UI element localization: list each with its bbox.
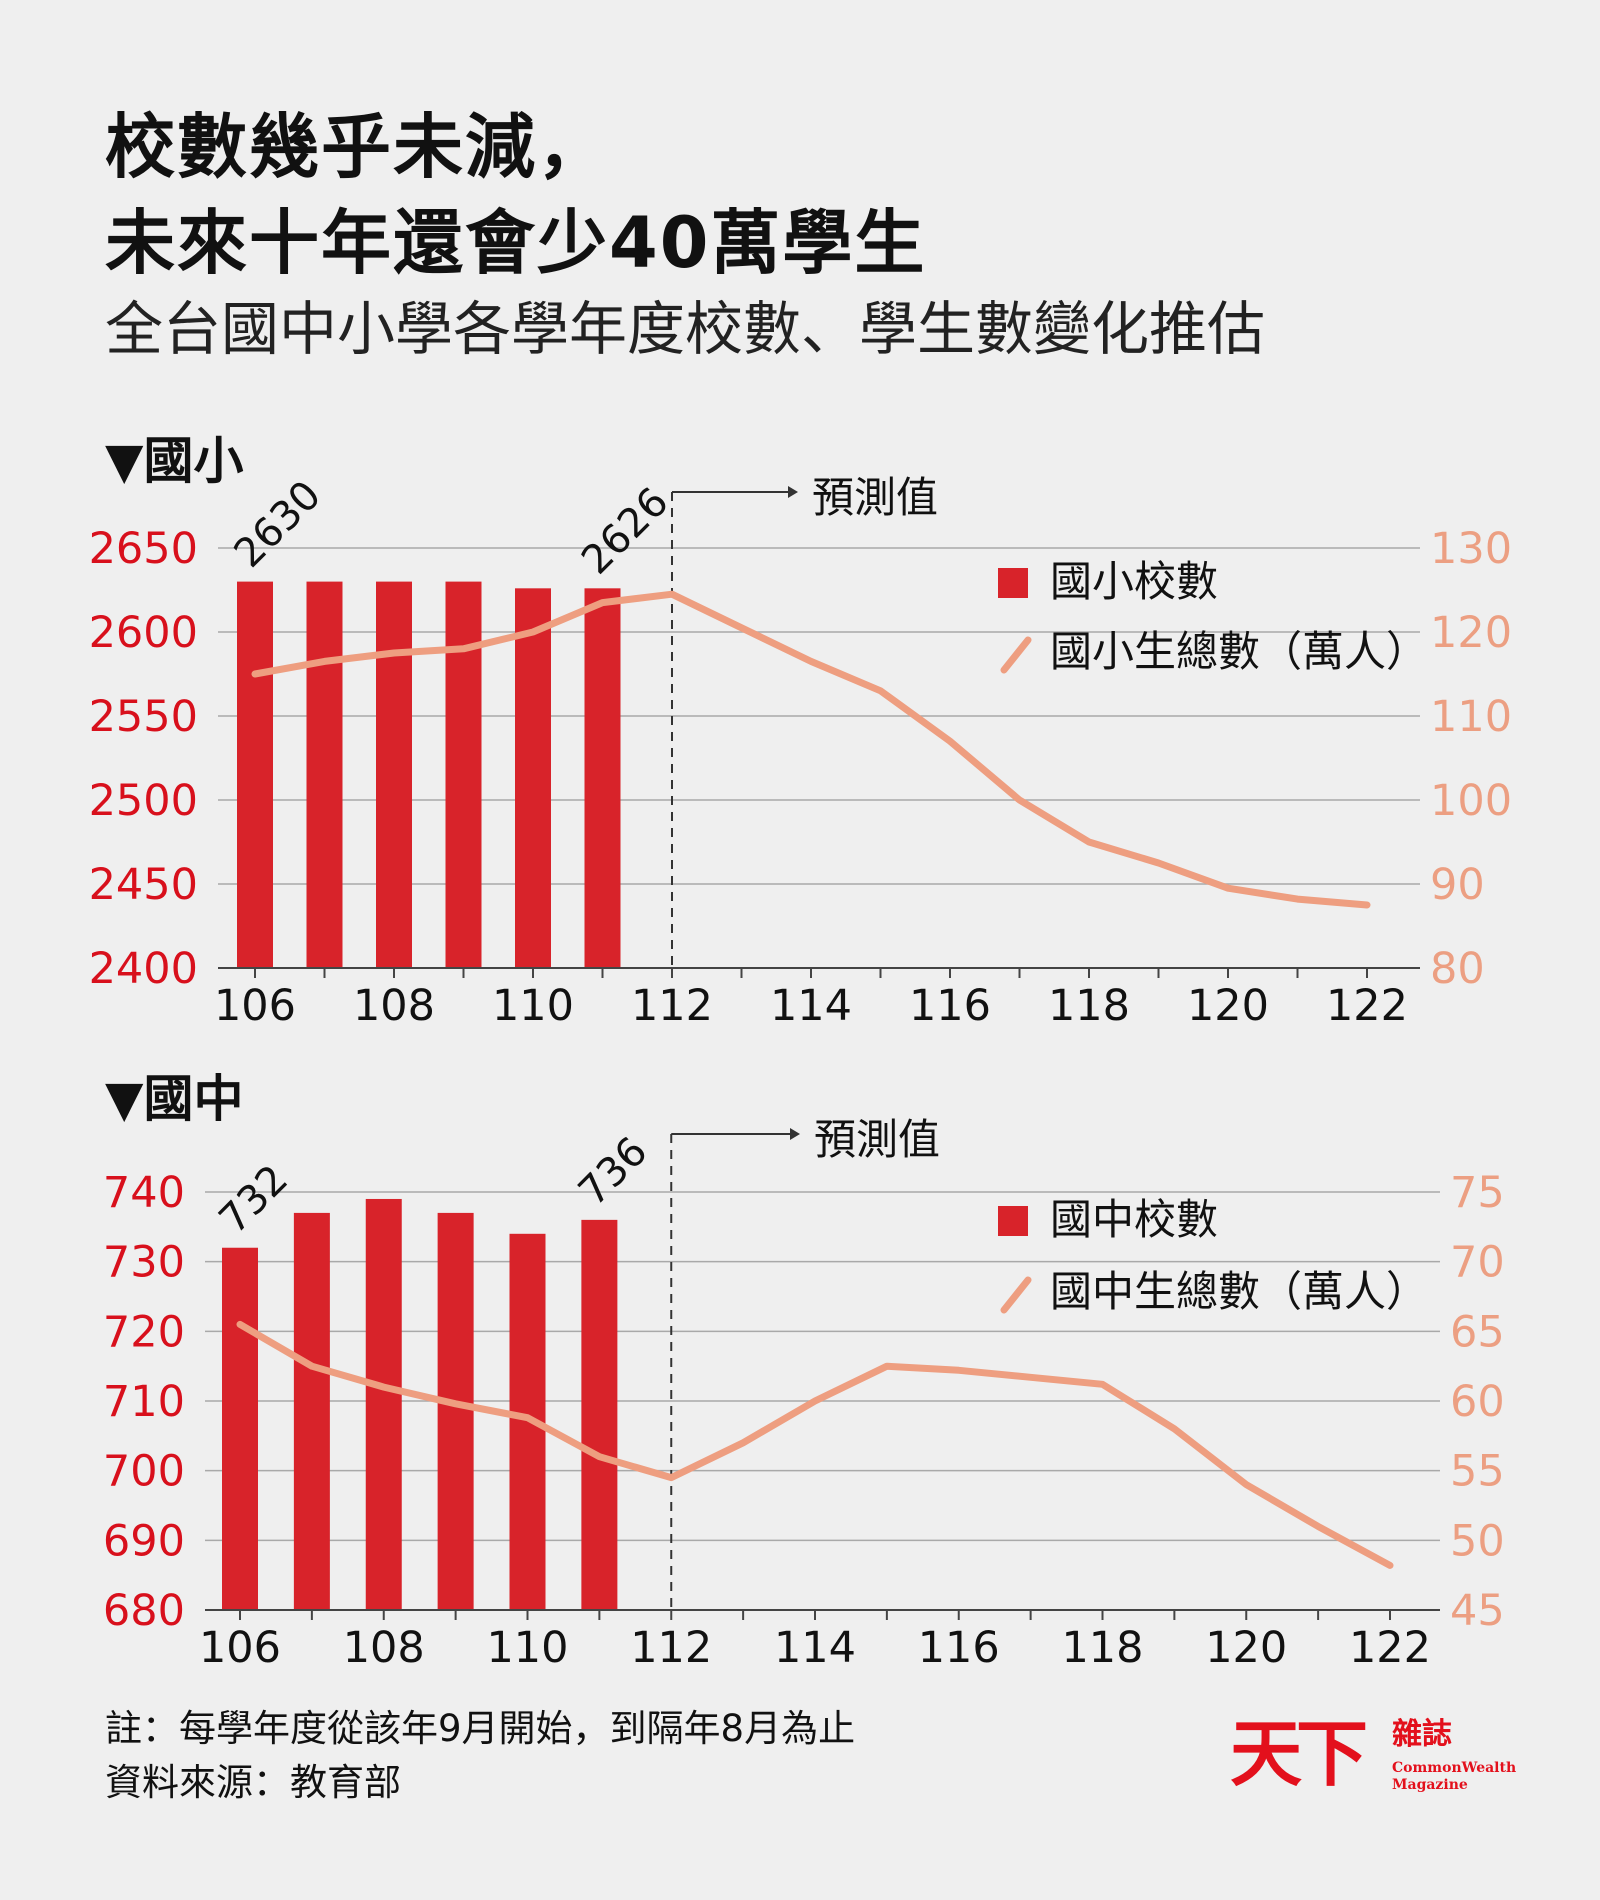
panel1-right-tick-label: 110 [1430,692,1512,742]
panel1-bar-value-label: 2626 [573,479,678,584]
panel1-x-tick-label: 112 [631,981,713,1031]
panel1-right-tick-label: 130 [1430,524,1512,574]
source-note: 資料來源：教育部 [105,1761,401,1804]
panel2-left-tick-label: 700 [103,1447,185,1497]
panel2-right-tick-label: 45 [1450,1586,1505,1636]
panel2-bar [437,1212,474,1610]
panel1-left-tick-label: 2600 [89,608,198,658]
panel2-forecast-label: 預測值 [814,1115,940,1164]
panel1-bar [376,581,412,968]
panel2-left-tick-label: 680 [103,1586,185,1636]
panel1-x-tick-label: 118 [1048,981,1130,1031]
panel2-legend-line-label: 國中生總數（萬人） [1050,1267,1428,1316]
panel2-bar [365,1198,402,1610]
panel2-legend-bar-swatch [998,1206,1028,1236]
panel1-left-tick-label: 2400 [89,944,198,994]
panel1-line-series [251,590,1371,909]
footnote: 註：每學年度從該年9月開始，到隔年8月為止 [105,1707,856,1750]
panel2-x-tick-label: 106 [199,1623,281,1673]
panel2-right-tick-label: 75 [1450,1168,1505,1218]
panel1-x-tick-label: 120 [1187,981,1269,1031]
panel1-bar [237,581,273,968]
panel2-right-tick-label: 60 [1450,1377,1505,1427]
panel1-bar [515,588,551,968]
panel2-x-tick-label: 120 [1205,1623,1287,1673]
panel2-left-tick-label: 690 [103,1516,185,1566]
logo-name: 雜誌 [1392,1717,1452,1752]
panel1-right-tick-label: 90 [1430,860,1485,910]
panel1-legend-line-swatch [1000,636,1032,674]
panel1-x-tick-label: 106 [214,981,296,1031]
panel2-right-tick-label: 65 [1450,1307,1505,1357]
chart-title-line1: 校數幾乎未減， [105,106,609,188]
panel2-forecast-arrowhead [790,1128,800,1140]
panel2-line-series [236,1320,1394,1569]
panel2-legend-line-swatch [1000,1276,1032,1314]
panel2-left-tick-label: 720 [103,1307,185,1357]
panel1-right-tick-label: 80 [1430,944,1485,994]
panel2-bar-value-label: 732 [211,1156,298,1243]
panel1-legend-line-label: 國小生總數（萬人） [1050,627,1428,676]
panel2-x-tick-label: 118 [1061,1623,1143,1673]
panel1-x-tick-label: 122 [1326,981,1408,1031]
panel1-bar [584,588,621,968]
panel2-bar [222,1247,258,1610]
panel1-forecast-label: 預測值 [812,473,938,522]
panel1-legend-bar-swatch [998,568,1028,598]
panel2-bar [293,1212,330,1610]
logo-mark: 天下 [1230,1711,1368,1796]
panel2-right-tick-label: 55 [1450,1447,1505,1497]
panel1-x-tick-label: 110 [492,981,574,1031]
panel1-bar [306,581,343,968]
panel2-x-tick-label: 122 [1349,1623,1431,1673]
panel2-left-tick-label: 710 [103,1377,185,1427]
panel1-forecast-arrowhead [788,486,798,498]
chart-title-line2: 未來十年還會少40萬學生 [105,202,927,284]
panel2-right-tick-label: 50 [1450,1516,1505,1566]
panel2-x-tick-label: 110 [486,1623,568,1673]
panel2-x-tick-label: 116 [918,1623,1000,1673]
panel2-right-tick-label: 70 [1450,1238,1505,1288]
logo-english: CommonWealth Magazine [1392,1760,1517,1793]
panel1-left-tick-label: 2450 [89,860,198,910]
panel2-x-tick-label: 108 [343,1623,425,1673]
panel1-legend-bar-label: 國小校數 [1050,557,1218,606]
panel1-right-tick-label: 100 [1430,776,1512,826]
panel1-right-tick-label: 120 [1430,608,1512,658]
panel1-left-tick-label: 2500 [89,776,198,826]
panel2-x-tick-label: 114 [774,1623,856,1673]
panel1-left-tick-label: 2550 [89,692,198,742]
panel2-panel-label: ▼國中 [105,1070,243,1128]
panel2-bar [581,1219,618,1610]
panel1-panel-label: ▼國小 [105,432,243,490]
panel1-x-tick-label: 114 [770,981,852,1031]
panel1-left-tick-label: 2650 [89,524,198,574]
panel2-bar-value-label: 736 [570,1128,657,1215]
panel2-x-tick-label: 112 [630,1623,712,1673]
panel2-legend-bar-label: 國中校數 [1050,1195,1218,1244]
panel2-left-tick-label: 730 [103,1238,185,1288]
panel1-x-tick-label: 108 [353,981,435,1031]
panel1-bar [445,581,482,968]
panel1-x-tick-label: 116 [909,981,991,1031]
panel2-left-tick-label: 740 [103,1168,185,1218]
chart-subtitle: 全台國中小學各學年度校數、學生數變化推估 [105,295,1266,363]
